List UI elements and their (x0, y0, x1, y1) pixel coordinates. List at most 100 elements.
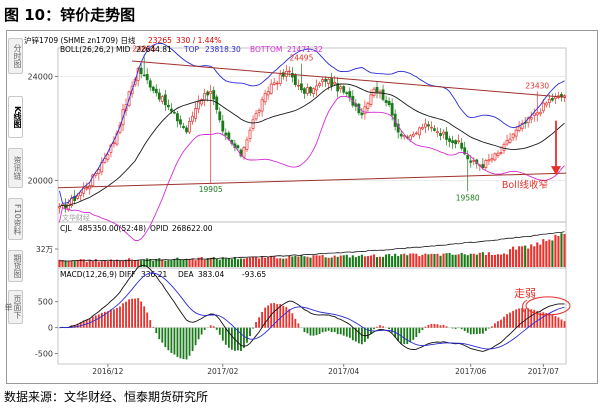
candle (269, 83, 273, 94)
volume-bar (112, 261, 115, 267)
macd-histogram-bar (530, 309, 533, 328)
macd-histogram-bar (409, 327, 412, 343)
candle (348, 91, 352, 98)
price-change: 330 / 1.44% (176, 36, 221, 45)
side-tab-bar: 分时图 K线图资讯链 F10资料期货图页面下单 (4, 38, 23, 324)
volume-bar (502, 253, 506, 267)
macd-histogram-bar (125, 301, 127, 328)
candle (336, 83, 340, 92)
macd-histogram-bar (110, 309, 112, 328)
volume-bar (134, 260, 137, 267)
candle (97, 169, 101, 174)
side-tab[interactable]: 页面下单 (4, 290, 23, 324)
macd-histogram-bar (315, 327, 318, 336)
macd-histogram-bar (218, 327, 221, 335)
candle (176, 113, 179, 122)
volume-bar (264, 257, 267, 267)
side-tab[interactable]: K线图 (8, 96, 23, 138)
side-tab[interactable]: 期货图 (8, 250, 23, 282)
macd-histogram-bar (309, 327, 312, 336)
volume-bar (445, 253, 448, 267)
macd-histogram-bar (306, 327, 309, 334)
price-high-label: 24855 (132, 44, 156, 53)
volume-bar (218, 259, 221, 267)
volume-bar (330, 257, 333, 267)
candle (544, 102, 548, 106)
macd-histogram-bar (100, 312, 103, 328)
volume-bar (472, 253, 475, 267)
candle (481, 164, 485, 169)
boll-mid-line (59, 83, 565, 207)
volume-bar (124, 259, 128, 267)
candle (384, 100, 388, 103)
candle (457, 140, 461, 143)
candle (266, 91, 270, 96)
volume-bar (505, 254, 509, 267)
weakening-callout: 走弱 (514, 287, 536, 300)
candle (514, 129, 518, 137)
volume-bar (300, 255, 303, 267)
macd-histogram-bar (264, 307, 267, 328)
macd-histogram-bar (167, 327, 170, 351)
volume-bar (203, 259, 206, 267)
volume-bar (469, 253, 472, 267)
candle (532, 112, 536, 116)
candle (79, 191, 83, 196)
volume-bar (397, 256, 400, 267)
macd-histogram-bar (276, 304, 279, 328)
macd-histogram-bar (418, 327, 421, 334)
candle (508, 138, 512, 143)
volume-bar (106, 261, 109, 267)
volume-bar (173, 259, 176, 267)
macd-histogram-bar (106, 311, 109, 328)
volume-bar (73, 261, 76, 267)
candle (197, 101, 201, 110)
volume-label: CJL (60, 224, 72, 233)
macd-histogram-bar (255, 322, 257, 328)
volume-bar (224, 258, 227, 267)
price-high-label: 23430 (525, 81, 549, 90)
candle (306, 87, 309, 94)
macd-histogram-bar (161, 327, 164, 343)
volume-bar (245, 258, 249, 267)
candle (188, 121, 191, 133)
candle (550, 98, 554, 101)
volume-bar (76, 260, 79, 267)
volume-bar (258, 258, 261, 267)
macd-histogram-bar (321, 327, 324, 333)
volume-bar (85, 261, 88, 267)
side-tab[interactable]: 分时图 (8, 38, 23, 74)
side-tab[interactable]: F10资料 (8, 198, 23, 240)
volume-bar (415, 253, 418, 267)
macd-histogram-bar (503, 316, 505, 328)
volume-bar (306, 256, 309, 267)
volume-bar (67, 261, 70, 267)
volume-bar (233, 256, 236, 267)
macd-histogram-bar (143, 306, 146, 328)
candle (427, 124, 430, 127)
side-tab[interactable]: 资讯链 (8, 148, 23, 188)
candle (547, 98, 551, 103)
volume-bar (321, 254, 324, 267)
open-interest-line (59, 231, 565, 262)
macd-histogram-bar (382, 326, 384, 328)
volume-bar (170, 260, 173, 267)
macd-histogram-bar (336, 327, 339, 335)
volume-bar (439, 255, 442, 267)
candle (206, 91, 210, 96)
volume-bar (209, 257, 212, 267)
macd-histogram-bar (203, 327, 206, 330)
macd-histogram-bar (515, 309, 518, 328)
candle (300, 83, 303, 91)
macd-histogram-bar (460, 327, 463, 330)
volume-value: 485350.00(52:48) (78, 224, 146, 233)
volume-bar (64, 260, 67, 267)
candle (160, 96, 164, 102)
macd-histogram-bar (237, 327, 239, 351)
macd-histogram-bar (509, 312, 511, 328)
macd-histogram-bar (294, 318, 297, 328)
volume-bar (521, 246, 524, 267)
candle (275, 82, 279, 85)
macd-histogram-bar (364, 327, 366, 342)
candle (76, 195, 80, 199)
